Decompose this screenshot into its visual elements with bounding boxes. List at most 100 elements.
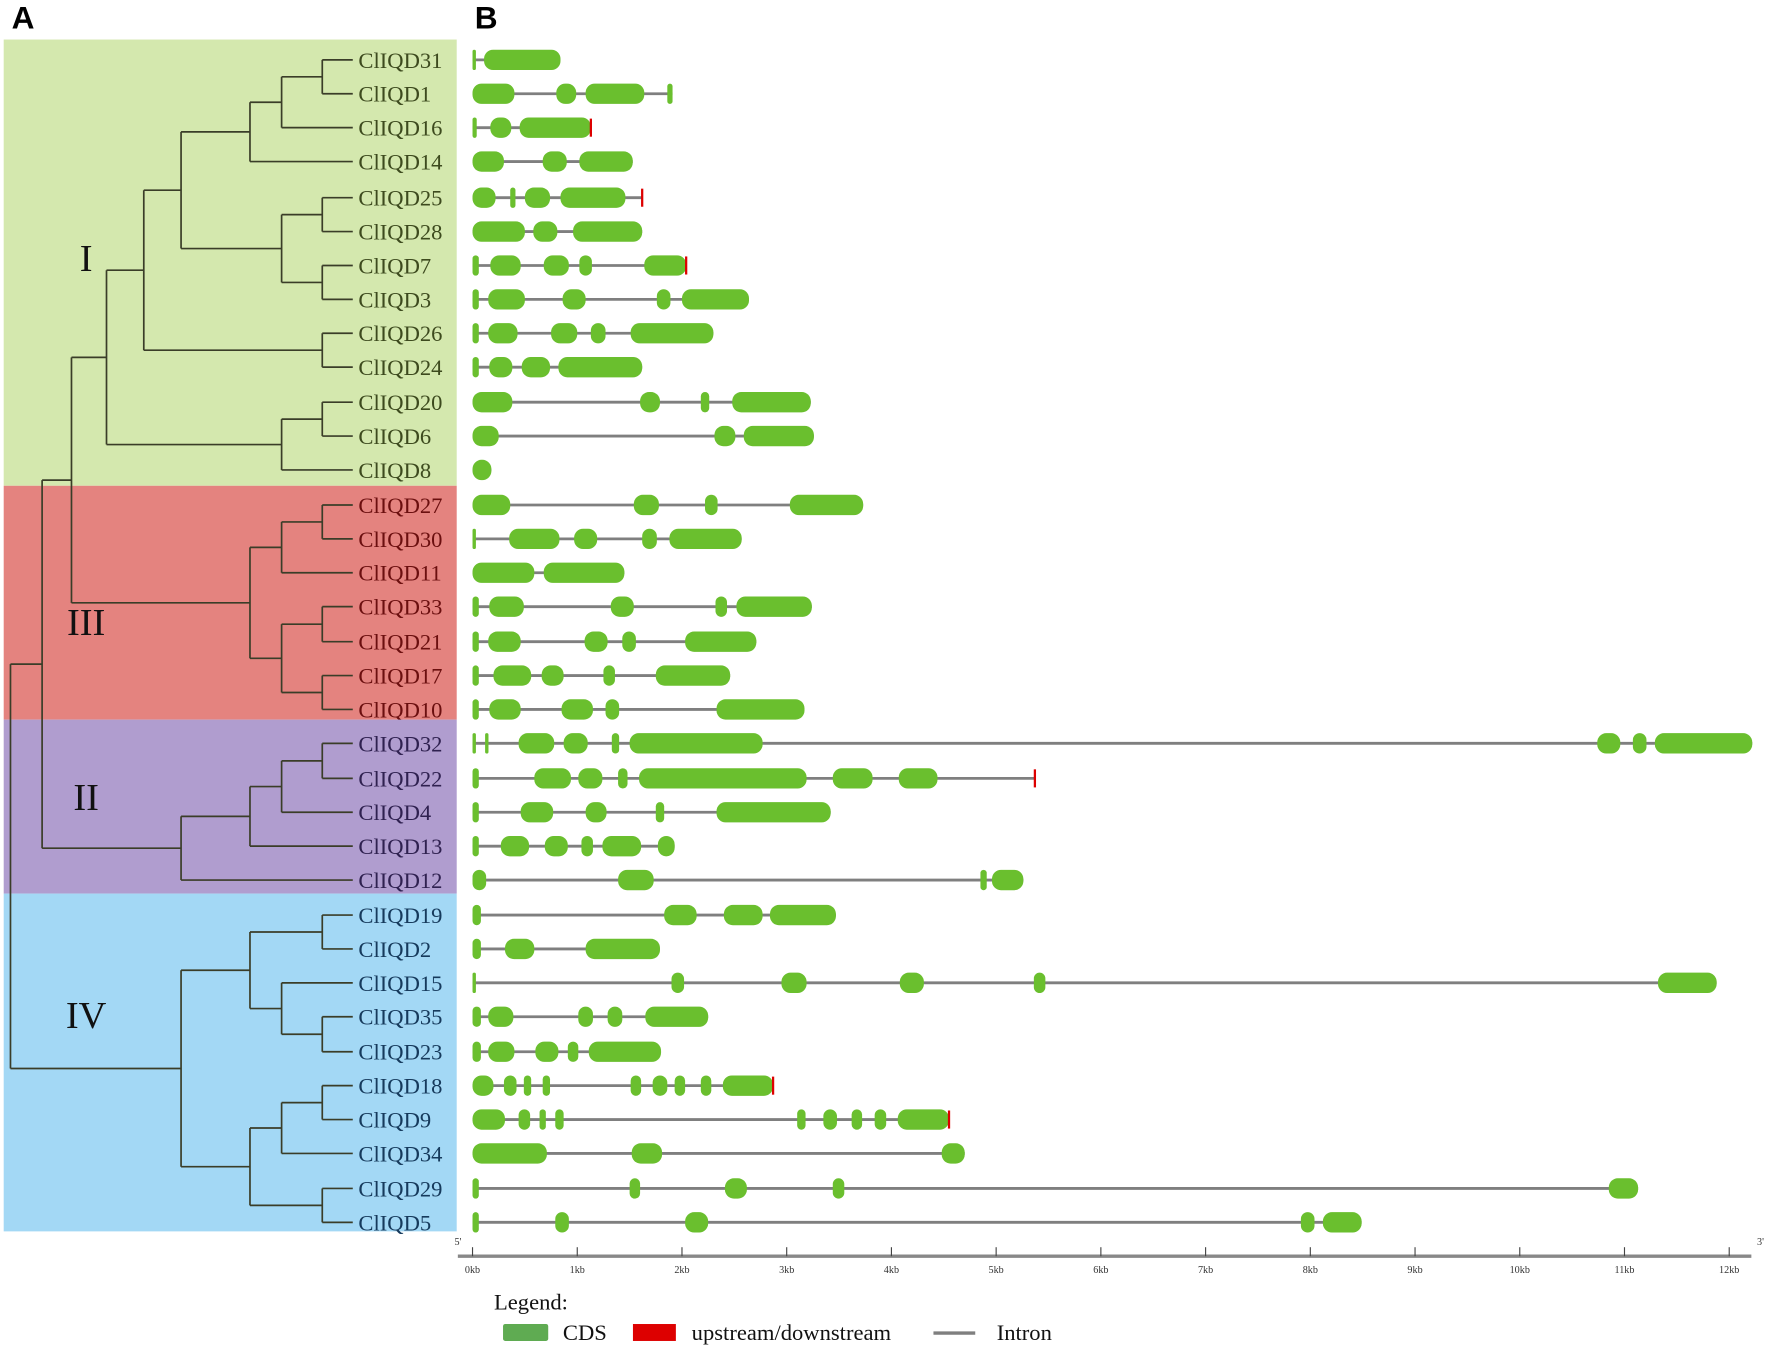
gene-structure-ClIQD19 <box>472 904 836 926</box>
gene-structure-ClIQD31 <box>472 49 561 71</box>
cds-exon <box>1632 733 1647 754</box>
cds-exon <box>732 392 811 413</box>
cds-exon <box>1300 1212 1315 1233</box>
cds-exon <box>1654 733 1753 754</box>
cds-exon <box>534 768 571 789</box>
cds-exon <box>489 596 524 617</box>
gene-structure-ClIQD22 <box>472 768 1037 789</box>
cds-exon <box>472 151 504 172</box>
gene-label: ClIQD8 <box>358 458 431 483</box>
clade-background <box>3 893 457 1232</box>
cds-exon <box>539 1109 546 1130</box>
cds-exon <box>685 631 757 652</box>
cds-exon <box>714 425 736 447</box>
cds-exon <box>605 699 620 720</box>
cds-exon <box>472 835 479 857</box>
gene-label: ClIQD17 <box>358 663 442 688</box>
gene-label: ClIQD9 <box>358 1107 431 1132</box>
cds-exon <box>555 1212 569 1233</box>
cds-exon <box>664 904 697 926</box>
cds-exon <box>472 733 476 754</box>
cds-exon <box>472 528 476 550</box>
gene-structure-ClIQD5 <box>472 1212 1362 1233</box>
cds-exon <box>797 1109 806 1130</box>
cds-exon <box>585 938 660 960</box>
cds-exon <box>581 835 593 857</box>
gene-structure-ClIQD24 <box>472 356 643 378</box>
five-prime-label: 5' <box>454 1237 461 1248</box>
cds-exon <box>472 699 479 720</box>
cds-exon <box>631 1143 663 1164</box>
cds-exon <box>472 323 479 344</box>
cds-exon <box>1322 1212 1362 1233</box>
cds-exon <box>472 631 479 652</box>
gene-structure-ClIQD15 <box>472 972 1717 994</box>
cds-exon <box>1597 733 1621 754</box>
cds-exon <box>489 699 521 720</box>
gene-structure-ClIQD12 <box>472 869 1024 891</box>
gene-structure-ClIQD26 <box>472 323 714 344</box>
gene-structure-ClIQD33 <box>472 596 812 617</box>
clade-I: I ClIQD31 ClIQD1 ClIQD16 ClIQD14 ClIQD25 ClIQD… <box>3 39 457 486</box>
cds-exon <box>823 1109 837 1130</box>
cds-exon <box>590 323 606 344</box>
cds-exon <box>518 1109 531 1130</box>
utr-mark <box>641 188 644 207</box>
gene-label: ClIQD29 <box>358 1176 442 1201</box>
legend: Legend: CDS upstream/downstream Intron <box>494 1289 1052 1345</box>
cds-exon <box>543 255 569 276</box>
gene-label: ClIQD24 <box>358 355 442 380</box>
cds-exon <box>652 1075 668 1096</box>
cds-exon <box>667 83 673 104</box>
gene-label: ClIQD22 <box>358 766 442 791</box>
gene-structures <box>472 49 1753 1233</box>
clade-background <box>3 719 457 894</box>
cds-exon <box>584 631 608 652</box>
cds-exon <box>567 1041 579 1062</box>
gene-label: ClIQD7 <box>358 253 431 278</box>
cds-exon <box>493 665 532 686</box>
cds-exon <box>585 83 645 104</box>
cds-exon <box>472 494 511 516</box>
cds-exon <box>1658 972 1717 994</box>
cds-exon <box>674 1075 686 1096</box>
cds-exon <box>472 1212 479 1233</box>
cds-exon <box>622 631 636 652</box>
cds-exon <box>521 356 551 378</box>
cds-exon <box>716 699 805 720</box>
cds-exon <box>585 802 607 823</box>
cds-exon <box>716 802 831 823</box>
gene-label: ClIQD31 <box>358 48 442 73</box>
gene-structure-ClIQD34 <box>472 1143 965 1164</box>
cds-exon <box>472 972 476 994</box>
legend-cds-swatch <box>503 1324 549 1341</box>
axis-tick-label: 6kb <box>1093 1265 1108 1276</box>
gene-label: ClIQD12 <box>358 868 442 893</box>
cds-exon <box>488 631 521 652</box>
cds-exon <box>551 323 578 344</box>
cds-exon <box>472 869 487 891</box>
gene-label: ClIQD3 <box>358 287 431 312</box>
cds-exon <box>579 255 592 276</box>
gene-structure-ClIQD21 <box>472 631 757 652</box>
cds-exon <box>722 1075 774 1096</box>
kb-axis: 5' 3' 0kb 1kb 2kb 3kb 4kb 5kb 6kb 7kb 8kb 9kb 10kb 11… <box>454 1237 1764 1276</box>
gene-structure-ClIQD10 <box>472 699 805 720</box>
legend-title: Legend: <box>494 1289 568 1314</box>
cds-exon <box>472 356 479 378</box>
gene-label: ClIQD34 <box>358 1141 442 1166</box>
cds-exon <box>874 1109 887 1130</box>
gene-structure-ClIQD32 <box>472 733 1753 754</box>
cds-exon <box>472 562 535 583</box>
gene-label: ClIQD23 <box>358 1040 442 1065</box>
cds-exon <box>518 733 555 754</box>
cds-exon <box>832 1178 845 1199</box>
utr-mark <box>771 1076 775 1095</box>
panel-b-label: B <box>475 0 498 35</box>
cds-exon <box>607 1006 623 1027</box>
cds-exon <box>629 1178 641 1199</box>
axis-tick-label: 1kb <box>570 1265 585 1276</box>
cds-exon <box>484 49 561 71</box>
cds-exon <box>519 117 591 138</box>
cds-exon <box>504 938 535 960</box>
